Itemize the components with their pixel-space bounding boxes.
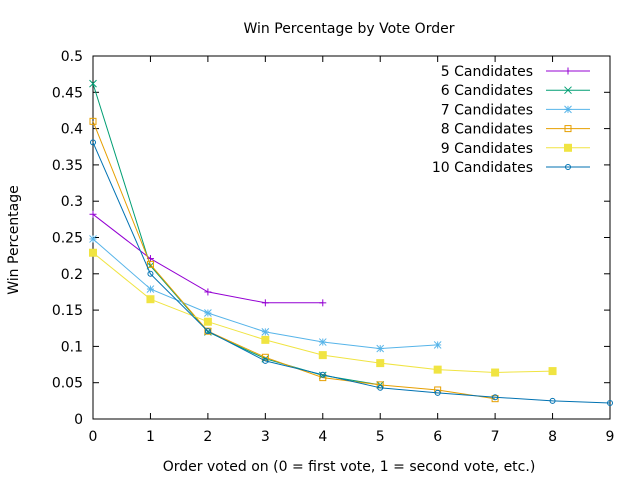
legend-entry: 7 Candidates bbox=[441, 102, 590, 118]
y-tick-label: 0.45 bbox=[52, 85, 83, 101]
data-point bbox=[90, 139, 96, 146]
data-point bbox=[203, 317, 212, 326]
data-point bbox=[319, 371, 326, 378]
data-point bbox=[261, 299, 269, 307]
data-point bbox=[204, 288, 212, 296]
data-point bbox=[549, 397, 556, 404]
x-tick-label: 2 bbox=[203, 429, 212, 445]
data-point bbox=[377, 384, 384, 391]
data-point bbox=[564, 105, 572, 114]
data-point bbox=[146, 295, 155, 304]
data-point bbox=[204, 328, 211, 335]
data-point bbox=[376, 344, 385, 353]
data-point bbox=[318, 351, 327, 360]
legend: 5 Candidates 6 Candidates 7 Candidates 8 Ca… bbox=[432, 64, 590, 176]
legend-label: 10 Candidates bbox=[432, 160, 533, 176]
data-point bbox=[204, 309, 212, 317]
x-tick-label: 8 bbox=[548, 429, 557, 445]
legend-label: 9 Candidates bbox=[441, 141, 533, 157]
legend-label: 7 Candidates bbox=[441, 102, 533, 118]
data-point bbox=[89, 117, 97, 125]
data-point bbox=[89, 79, 97, 88]
y-tick-label: 0.2 bbox=[61, 267, 83, 283]
x-tick-label: 0 bbox=[89, 429, 98, 445]
plot-area: 0 0.05 0.1 0.15 0.2 0.25 0.3 0.35 0.4 0.45 0.5 0 1 2 3… bbox=[52, 49, 615, 445]
series-1 bbox=[89, 210, 327, 307]
data-point bbox=[146, 260, 154, 268]
series-3 bbox=[89, 235, 442, 353]
data-point bbox=[261, 335, 270, 344]
data-point bbox=[433, 365, 442, 374]
data-point bbox=[147, 270, 154, 277]
data-point bbox=[261, 353, 269, 361]
data-point bbox=[564, 67, 572, 75]
legend-entry: 9 Candidates bbox=[441, 141, 590, 157]
data-point bbox=[565, 164, 571, 170]
x-tick-label: 7 bbox=[491, 429, 500, 445]
data-point bbox=[89, 235, 97, 243]
series-6 bbox=[90, 139, 613, 407]
legend-entry: 10 Candidates bbox=[432, 160, 590, 176]
y-axis-label: Win Percentage bbox=[6, 185, 22, 295]
y-tick-label: 0.3 bbox=[61, 194, 83, 210]
data-point bbox=[318, 338, 327, 346]
data-point bbox=[491, 395, 499, 403]
y-tick-label: 0.25 bbox=[52, 231, 83, 247]
y-tick-label: 0.1 bbox=[61, 339, 83, 355]
data-point bbox=[261, 328, 270, 336]
x-tick-label: 9 bbox=[606, 429, 615, 445]
series-line bbox=[92, 83, 381, 386]
data-point bbox=[491, 368, 500, 377]
legend-label: 6 Candidates bbox=[441, 83, 533, 99]
x-tick-label: 6 bbox=[433, 429, 442, 445]
legend-entry: 8 Candidates bbox=[441, 122, 590, 138]
data-point bbox=[89, 210, 97, 218]
legend-label: 8 Candidates bbox=[441, 122, 533, 138]
series-5 bbox=[89, 248, 557, 377]
data-point bbox=[146, 285, 155, 293]
y-tick-label: 0.15 bbox=[52, 303, 83, 319]
chart-title: Win Percentage by Vote Order bbox=[244, 21, 455, 37]
x-tick-label: 1 bbox=[146, 429, 155, 445]
y-tick-label: 0.05 bbox=[52, 376, 83, 392]
legend-label: 5 Candidates bbox=[441, 64, 533, 80]
series-line bbox=[92, 142, 611, 404]
data-point bbox=[376, 359, 385, 368]
data-point bbox=[607, 400, 613, 407]
data-point bbox=[564, 125, 572, 133]
data-point bbox=[89, 248, 97, 257]
y-tick-label: 0.4 bbox=[61, 122, 83, 138]
data-point bbox=[434, 389, 441, 396]
data-point bbox=[262, 357, 269, 364]
x-tick-label: 3 bbox=[261, 429, 270, 445]
x-axis-label: Order voted on (0 = first vote, 1 = seco… bbox=[163, 459, 536, 475]
y-tick-label: 0.35 bbox=[52, 158, 83, 174]
y-tick-label: 0 bbox=[74, 412, 83, 428]
data-point bbox=[548, 367, 557, 376]
legend-entry: 5 Candidates bbox=[441, 64, 590, 80]
y-tick-label: 0.5 bbox=[61, 49, 83, 65]
legend-entry: 6 Candidates bbox=[441, 83, 590, 99]
x-tick-label: 5 bbox=[376, 429, 385, 445]
data-point bbox=[433, 341, 442, 349]
data-point bbox=[564, 86, 572, 95]
data-point bbox=[564, 143, 572, 152]
x-tick-label: 4 bbox=[318, 429, 327, 445]
data-point bbox=[492, 394, 499, 401]
data-point bbox=[319, 299, 327, 307]
